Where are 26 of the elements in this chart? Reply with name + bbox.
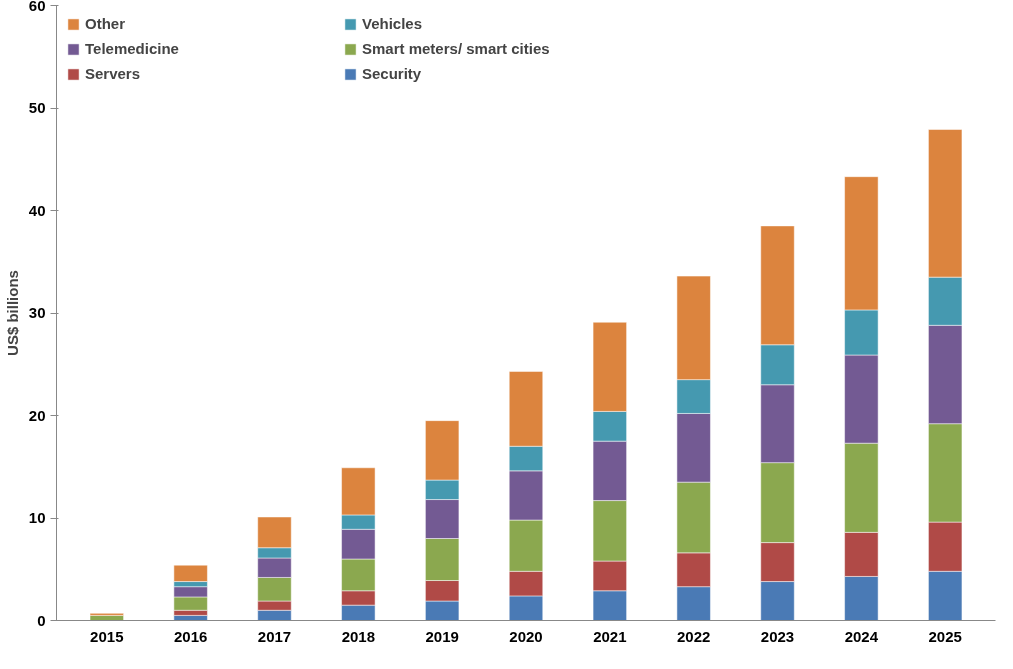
x-tick-label: 2025 <box>928 627 962 645</box>
legend-label: Other <box>85 15 126 32</box>
y-tick-label: 40 <box>28 201 46 219</box>
y-tick-label: 30 <box>28 304 46 321</box>
y-tick-label: 50 <box>28 99 46 116</box>
x-tick-label: 2021 <box>593 627 627 645</box>
x-tick-label: 2019 <box>425 627 459 645</box>
x-tick-label: 2020 <box>509 627 543 645</box>
y-tick-label: 10 <box>28 509 46 526</box>
legend-label: Telemedicine <box>85 40 180 57</box>
x-tick-label: 2015 <box>90 627 124 645</box>
bar <box>89 613 124 616</box>
y-tick-label: 60 <box>28 0 46 14</box>
y-tick-label: 20 <box>28 406 46 424</box>
y-axis-title: US$ billions <box>3 270 21 356</box>
x-tick-label: 2024 <box>844 627 879 645</box>
x-tick-label: 2018 <box>341 627 376 645</box>
x-tick-label: 2022 <box>676 627 711 645</box>
x-tick-label: 2016 <box>173 627 208 645</box>
x-tick-label: 2017 <box>257 627 292 645</box>
legend-label: Security <box>362 65 423 82</box>
legend-label: Servers <box>85 65 142 82</box>
y-tick-label: 0 <box>37 611 46 629</box>
legend-label: Smart meters/ smart cities <box>362 40 551 57</box>
legend-label: Vehicles <box>362 15 424 32</box>
x-tick-label: 2023 <box>760 627 795 645</box>
